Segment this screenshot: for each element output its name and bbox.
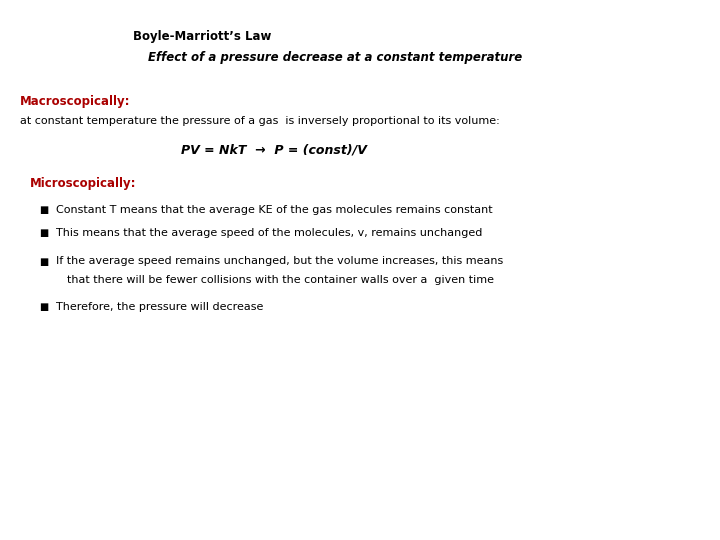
Text: ■: ■ bbox=[40, 205, 49, 215]
Text: ■: ■ bbox=[40, 302, 49, 313]
Text: Microscopically:: Microscopically: bbox=[30, 177, 137, 190]
Text: ■: ■ bbox=[40, 256, 49, 267]
Text: ■: ■ bbox=[40, 228, 49, 238]
Text: PV = NkT  →  P = (const)/V: PV = NkT → P = (const)/V bbox=[181, 143, 366, 156]
Text: Effect of a pressure decrease at a constant temperature: Effect of a pressure decrease at a const… bbox=[148, 51, 522, 64]
Text: Constant T means that the average KE of the gas molecules remains constant: Constant T means that the average KE of … bbox=[56, 205, 492, 215]
Text: Macroscopically:: Macroscopically: bbox=[20, 94, 130, 107]
Text: that there will be fewer collisions with the container walls over a  given time: that there will be fewer collisions with… bbox=[67, 275, 494, 286]
Text: If the average speed remains unchanged, but the volume increases, this means: If the average speed remains unchanged, … bbox=[56, 256, 503, 267]
Text: This means that the average speed of the molecules, v, remains unchanged: This means that the average speed of the… bbox=[56, 228, 482, 238]
Text: Therefore, the pressure will decrease: Therefore, the pressure will decrease bbox=[56, 302, 264, 313]
Text: Boyle-Marriott’s Law: Boyle-Marriott’s Law bbox=[133, 30, 271, 43]
Text: at constant temperature the pressure of a gas  is inversely proportional to its : at constant temperature the pressure of … bbox=[20, 116, 500, 126]
